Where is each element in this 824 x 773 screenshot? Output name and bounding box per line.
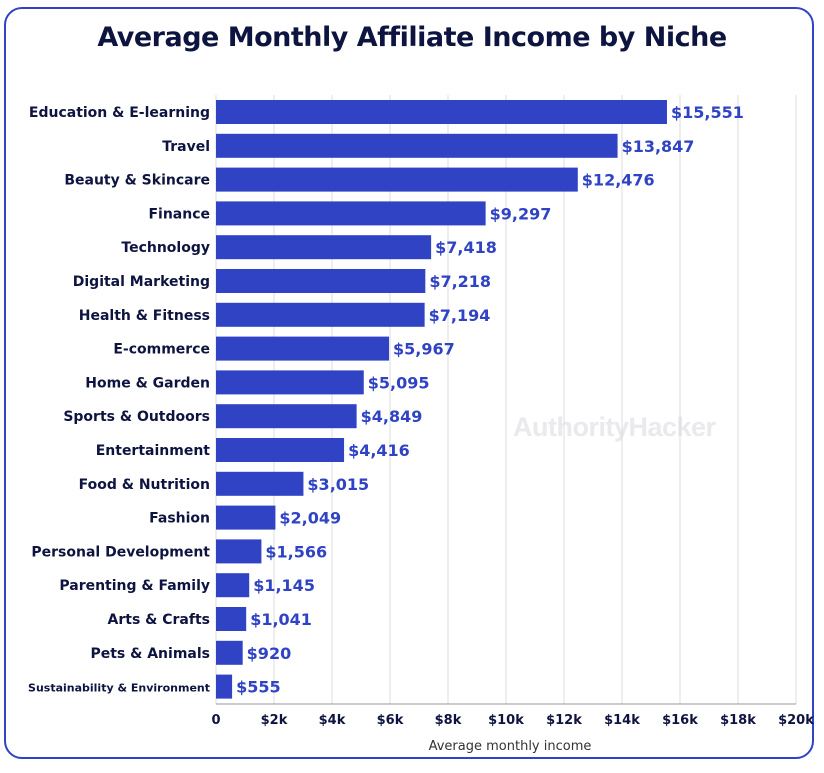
value-label: $13,847 [622, 137, 695, 156]
value-label: $4,416 [348, 441, 410, 460]
x-tick-label: $20k [778, 713, 814, 728]
value-label: $1,041 [250, 610, 312, 629]
value-label: $920 [247, 644, 292, 663]
category-label: Sports & Outdoors [63, 409, 210, 425]
value-label: $15,551 [671, 103, 744, 122]
bar [216, 336, 390, 361]
chart-card [4, 7, 814, 759]
bar [216, 100, 667, 124]
value-label: $7,218 [429, 272, 491, 291]
value-label: $1,145 [253, 576, 315, 595]
value-label: $7,418 [435, 238, 497, 257]
bar [216, 404, 357, 429]
category-label: Entertainment [96, 443, 211, 459]
value-label: $555 [236, 678, 281, 697]
bar [216, 505, 276, 530]
value-label: $1,566 [265, 542, 327, 561]
value-label: $5,095 [368, 373, 430, 392]
x-tick-label: $2k [261, 713, 288, 728]
x-tick-label: $8k [435, 713, 462, 728]
x-tick-label: $12k [546, 713, 582, 728]
value-label: $2,049 [279, 509, 341, 528]
value-label: $4,849 [361, 407, 423, 426]
category-label: E-commerce [113, 342, 210, 358]
x-tick-label: $16k [662, 713, 698, 728]
chart-title: Average Monthly Affiliate Income by Nich… [97, 22, 727, 53]
bar [216, 539, 262, 564]
category-label: Sustainability & Environment [28, 682, 210, 695]
value-label: $3,015 [307, 475, 369, 494]
x-axis-title: Average monthly income [429, 739, 592, 754]
x-tick-label: $10k [488, 713, 524, 728]
bar [216, 167, 578, 192]
bar [216, 235, 432, 260]
category-label: Technology [121, 240, 210, 256]
category-label: Parenting & Family [59, 578, 210, 594]
bar [216, 269, 426, 293]
bar [216, 607, 247, 631]
x-tick-label: $18k [720, 713, 756, 728]
value-label: $9,297 [490, 204, 552, 223]
category-label: Home & Garden [85, 375, 210, 391]
category-label: Arts & Crafts [108, 612, 210, 628]
category-label: Personal Development [31, 544, 210, 560]
value-label: $7,194 [429, 306, 491, 325]
x-tick-label: $4k [319, 713, 346, 728]
category-label: Health & Fitness [79, 308, 210, 324]
category-label: Education & E-learning [29, 105, 210, 121]
category-label: Travel [162, 139, 210, 155]
category-label: Food & Nutrition [79, 477, 210, 493]
category-label: Digital Marketing [73, 274, 210, 290]
watermark: AuthorityHacker [513, 412, 716, 442]
category-label: Beauty & Skincare [64, 173, 210, 189]
bar [216, 438, 345, 462]
value-label: $12,476 [582, 171, 655, 190]
bar [216, 573, 250, 598]
category-label: Pets & Animals [90, 646, 210, 662]
x-tick-label: $6k [377, 713, 404, 728]
category-label: Fashion [149, 511, 210, 527]
bar [216, 201, 486, 226]
bar [216, 471, 304, 496]
value-label: $5,967 [393, 340, 455, 359]
category-label: Finance [148, 206, 210, 222]
bar [216, 640, 243, 665]
bar [216, 674, 233, 699]
x-tick-label: 0 [211, 713, 220, 728]
bar [216, 302, 425, 327]
bar [216, 133, 618, 158]
x-tick-label: $14k [604, 713, 640, 728]
bar [216, 370, 364, 395]
